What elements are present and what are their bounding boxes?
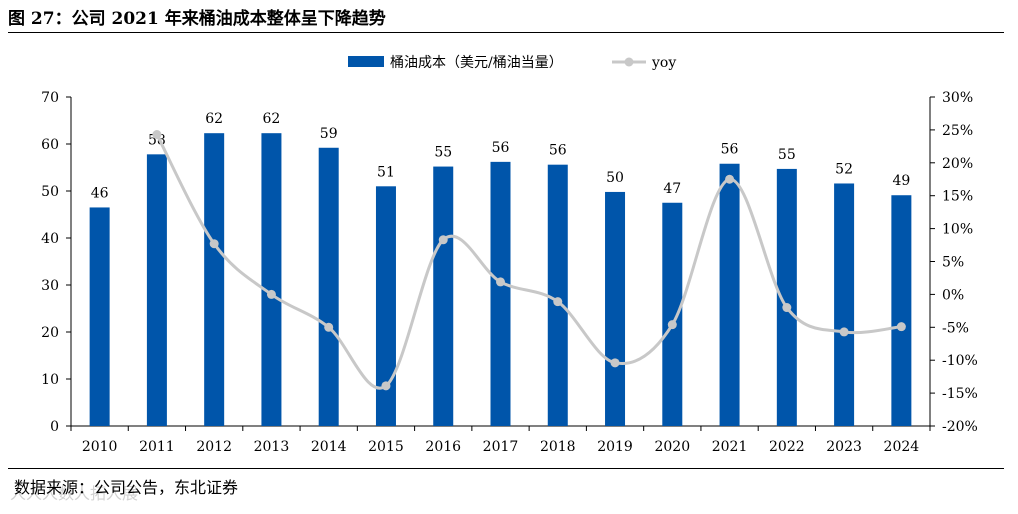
yoy-point — [381, 381, 391, 391]
bar — [146, 154, 167, 426]
bar-data-label: 62 — [205, 111, 223, 127]
bar-data-label: 46 — [91, 185, 109, 201]
left-tick-label: 50 — [41, 184, 59, 200]
bar-data-label: 59 — [320, 126, 338, 142]
right-tick-label: 25% — [942, 123, 973, 139]
bar — [433, 166, 454, 426]
right-tick-label: 10% — [942, 222, 973, 238]
bar-data-label: 51 — [377, 164, 395, 180]
x-tick-label: 2023 — [826, 439, 862, 455]
left-tick-label: 40 — [41, 231, 59, 247]
title-rule — [8, 32, 1004, 33]
bar-data-label: 55 — [434, 145, 452, 161]
x-tick-label: 2021 — [712, 439, 748, 455]
yoy-point — [209, 239, 219, 249]
x-tick-label: 2014 — [311, 439, 347, 455]
bar — [375, 186, 396, 426]
bar — [834, 183, 855, 426]
bar-data-label: 50 — [606, 170, 624, 186]
x-tick-label: 2013 — [254, 439, 290, 455]
x-tick-label: 2012 — [196, 439, 232, 455]
left-tick-label: 30 — [41, 278, 59, 294]
legend-bar-label: 桶油成本（美元/桶油当量） — [390, 55, 563, 71]
right-tick-label: 15% — [942, 189, 973, 205]
bar — [89, 207, 110, 426]
yoy-point — [152, 130, 162, 140]
right-tick-label: 30% — [942, 90, 973, 106]
yoy-line — [155, 133, 902, 390]
bar — [662, 202, 683, 426]
source-note: 数据来源：公司公告，东北证券 — [14, 478, 239, 497]
right-tick-label: -15% — [942, 386, 978, 402]
legend-line-marker — [624, 57, 634, 67]
yoy-point — [496, 277, 505, 287]
x-tick-label: 2019 — [597, 439, 633, 455]
bar-data-label: 49 — [892, 173, 910, 189]
x-tick-label: 2022 — [769, 439, 805, 455]
legend-bar-swatch — [348, 56, 384, 67]
yoy-point — [839, 327, 849, 337]
x-tick-label: 2017 — [483, 439, 519, 455]
right-tick-label: -10% — [942, 353, 978, 369]
x-tick-label: 2020 — [654, 439, 690, 455]
right-tick-label: 5% — [942, 255, 964, 271]
bar — [547, 164, 568, 426]
x-tick-label: 2015 — [368, 439, 404, 455]
yoy-point — [324, 322, 334, 332]
bar — [490, 161, 511, 427]
bar — [605, 191, 626, 426]
bar-data-label: 52 — [835, 161, 853, 177]
left-tick-label: 70 — [41, 90, 59, 106]
x-tick-label: 2010 — [82, 439, 118, 455]
yoy-point — [896, 322, 906, 332]
bar-data-label: 56 — [492, 140, 510, 156]
x-tick-label: 2011 — [139, 439, 175, 455]
bar — [719, 163, 740, 427]
left-tick-label: 20 — [41, 325, 59, 341]
x-tick-label: 2024 — [884, 439, 920, 455]
bar — [318, 147, 339, 426]
figure-title: 图 27：公司 2021 年来桶油成本整体呈下降趋势 — [8, 9, 386, 29]
legend-line-label: yoy — [651, 55, 676, 71]
right-tick-label: -5% — [942, 320, 969, 336]
left-tick-label: 0 — [50, 419, 59, 435]
bar-data-label: 47 — [663, 181, 681, 197]
yoy-point — [610, 358, 620, 368]
x-tick-label: 2016 — [425, 439, 461, 455]
right-tick-label: -20% — [942, 419, 978, 435]
bar — [891, 195, 912, 426]
yoy-point — [438, 235, 448, 245]
yoy-point — [266, 289, 276, 299]
watermark: 人人人数人拓人展 — [10, 484, 139, 503]
source-rule — [8, 468, 1004, 469]
bar-data-label: 56 — [721, 142, 739, 158]
yoy-point — [725, 174, 735, 184]
bar-data-label: 56 — [549, 143, 567, 159]
yoy-point — [553, 297, 563, 307]
right-tick-label: 0% — [942, 287, 964, 303]
bar-data-label: 55 — [778, 147, 796, 163]
x-tick-label: 2018 — [540, 439, 576, 455]
yoy-point — [667, 320, 677, 330]
yoy-point — [782, 303, 792, 313]
bar — [204, 133, 225, 426]
left-tick-label: 10 — [41, 372, 59, 388]
right-tick-label: 20% — [942, 156, 973, 172]
bar-data-label: 62 — [263, 111, 281, 127]
bar — [261, 133, 282, 426]
left-tick-label: 60 — [41, 137, 59, 153]
bar — [776, 168, 797, 426]
